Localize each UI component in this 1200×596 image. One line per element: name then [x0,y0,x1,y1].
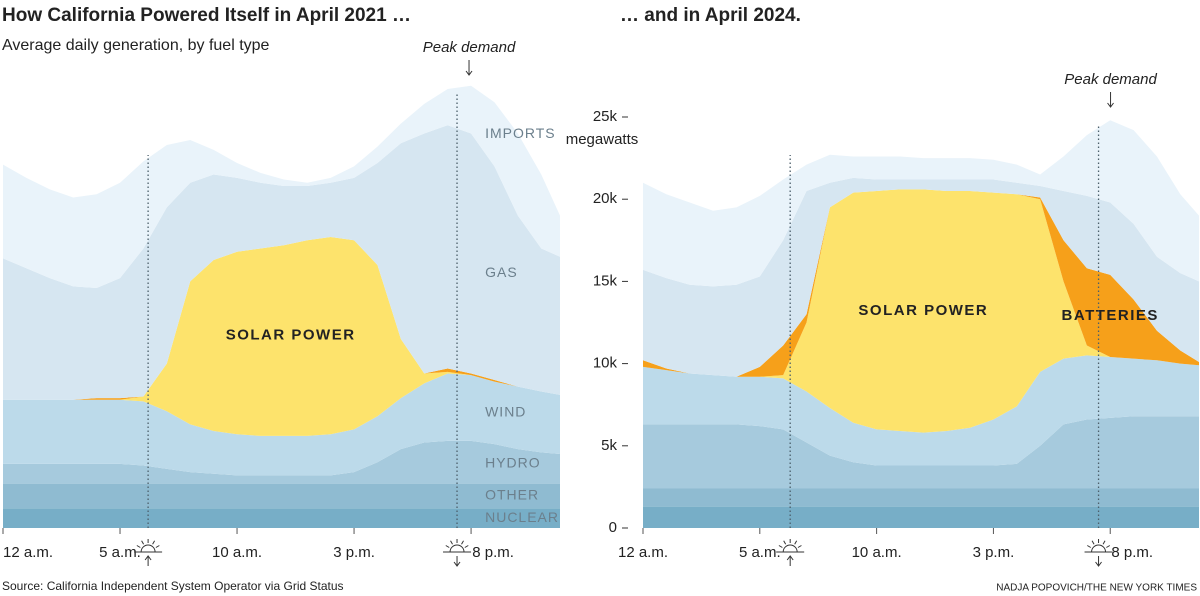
source: Source: California Independent System Op… [2,579,344,593]
x-tick-label: 12 a.m. [618,544,668,561]
x-tick-label: 10 a.m. [852,544,902,561]
area [643,189,1199,377]
chart-title: How California Powered Itself in April 2… [2,5,411,26]
area [3,373,560,476]
series-label: IMPORTS [485,125,556,141]
y-tick-label: 15k [593,272,618,289]
y-tick-label: 0 [609,519,617,536]
sun-ray [783,540,787,545]
x-tick-label: 8 p.m. [472,544,514,561]
sun-icon [776,539,805,566]
series-label: HYDRO [485,455,541,471]
sun-ray [1102,540,1106,545]
area [3,440,560,484]
sun-arrow [786,555,794,561]
sun-ray [141,540,145,545]
area [3,237,560,400]
x-tick-label: 8 p.m. [1111,544,1153,561]
credit: NADJA POPOVICH/THE NEW YORK TIMES [996,583,1197,594]
series-label: NUCLEAR [485,509,559,525]
y-tick-label: 20k [593,190,618,207]
annotation-arrow [1107,92,1114,108]
chart-title: … and in April 2024. [620,5,801,26]
area [3,125,560,400]
sun-ray [155,545,160,548]
x-tick-label: 5 a.m. [99,544,141,561]
sun-arrow [144,555,152,561]
sun-icon [782,544,798,553]
sun-ray [1087,545,1092,548]
area [643,488,1199,507]
annotation-arrow [465,60,473,76]
sun-ray [450,540,453,545]
area [643,416,1199,489]
area [3,483,560,509]
sun-ray [464,545,469,548]
area [643,120,1199,287]
series-label: OTHER [485,487,539,503]
y-tick-label: 5k [601,437,617,454]
series-label: SOLAR POWER [858,302,988,319]
series-label: WIND [485,404,526,420]
y-tick-label: 25k [593,108,618,125]
x-tick-label: 5 a.m. [739,544,781,561]
sun-icon [140,544,156,553]
sun-icon [1084,539,1113,567]
series-label: GAS [485,264,518,280]
sun-ray [445,545,450,548]
area [643,177,1199,377]
sun-icon [134,539,163,566]
series-label: BATTERIES [1062,307,1159,324]
y-tick-label: 10k [593,355,618,372]
sun-ray [136,545,141,548]
x-tick-label: 3 p.m. [973,544,1015,561]
area [643,189,1199,433]
area [3,237,560,436]
area [643,506,1199,528]
sun-arrow [453,561,461,567]
chart-subtitle: Average daily generation, by fuel type [2,37,270,54]
plots: NUCLEAR OTHER HYDRO WIND SOLAR POWER GAS IMPOR… [2,39,1199,567]
series-label: SOLAR POWER [226,327,356,344]
sun-icon [449,544,465,553]
area [643,355,1199,466]
sun-arrow [1095,561,1102,567]
x-tick-label: 12 a.m. [3,544,53,561]
annotation: Peak demand [423,39,516,56]
sun-icon [443,539,472,567]
sun-ray [1091,540,1095,545]
sun-ray [794,540,798,545]
sun-ray [152,540,156,545]
sun-ray [797,545,802,548]
x-tick-label: 10 a.m. [212,544,262,561]
x-tick-label: 3 p.m. [333,544,375,561]
area [3,508,560,528]
annotation: Peak demand [1064,71,1157,88]
sun-ray [778,545,783,548]
sun-icon [1091,544,1107,553]
sun-ray [1106,545,1111,548]
y-axis-label: megawatts [566,131,639,148]
sun-ray [461,540,464,545]
area [3,85,560,288]
